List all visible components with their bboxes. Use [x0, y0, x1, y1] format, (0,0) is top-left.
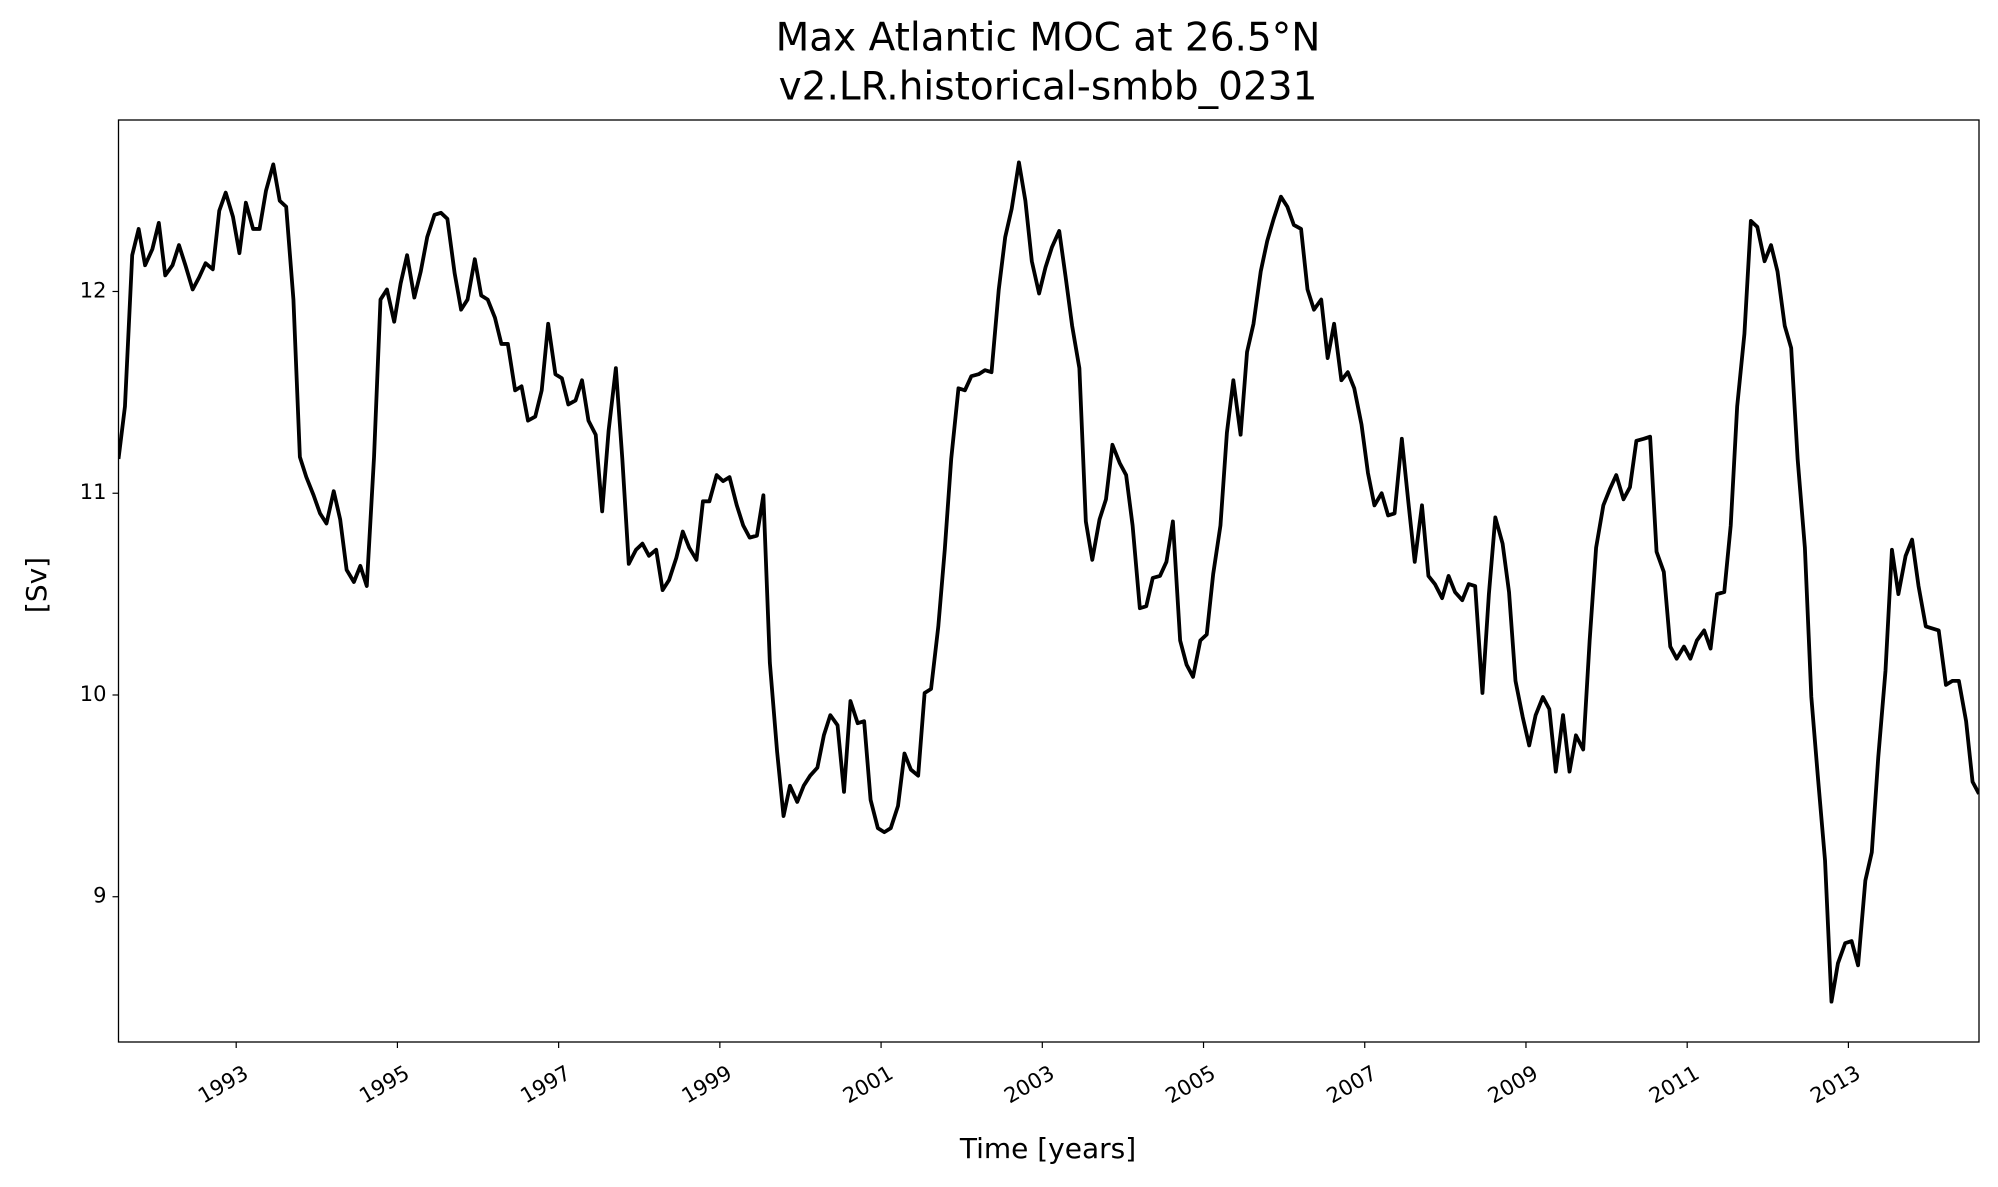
chart-title: Max Atlantic MOC at 26.5°N: [776, 16, 1321, 61]
x-axis-label: Time [years]: [959, 1132, 1136, 1165]
x-tick-label: 2003: [1000, 1061, 1058, 1109]
x-tick-label: 2013: [1806, 1061, 1864, 1109]
x-tick-label: 1993: [194, 1061, 252, 1109]
x-tick-label: 2005: [1161, 1061, 1219, 1109]
x-tick-label: 1997: [516, 1061, 574, 1109]
y-tick-label: 10: [80, 682, 107, 706]
y-tick-label: 9: [93, 884, 106, 908]
y-tick-label: 11: [80, 480, 107, 504]
x-tick-label: 1995: [355, 1061, 413, 1109]
x-tick-label: 2011: [1645, 1061, 1703, 1109]
y-tick-label: 12: [80, 278, 107, 302]
x-tick-label: 2009: [1484, 1061, 1542, 1109]
plot-frame: [117, 119, 1980, 1043]
x-tick-label: 2001: [839, 1061, 897, 1109]
x-tick-label: 2007: [1323, 1061, 1381, 1109]
x-tick-label: 1999: [678, 1061, 736, 1109]
chart-subtitle: v2.LR.historical-smbb_0231: [779, 65, 1318, 110]
data-line: [118, 160, 1979, 1004]
y-axis-label: [Sv]: [20, 557, 53, 613]
